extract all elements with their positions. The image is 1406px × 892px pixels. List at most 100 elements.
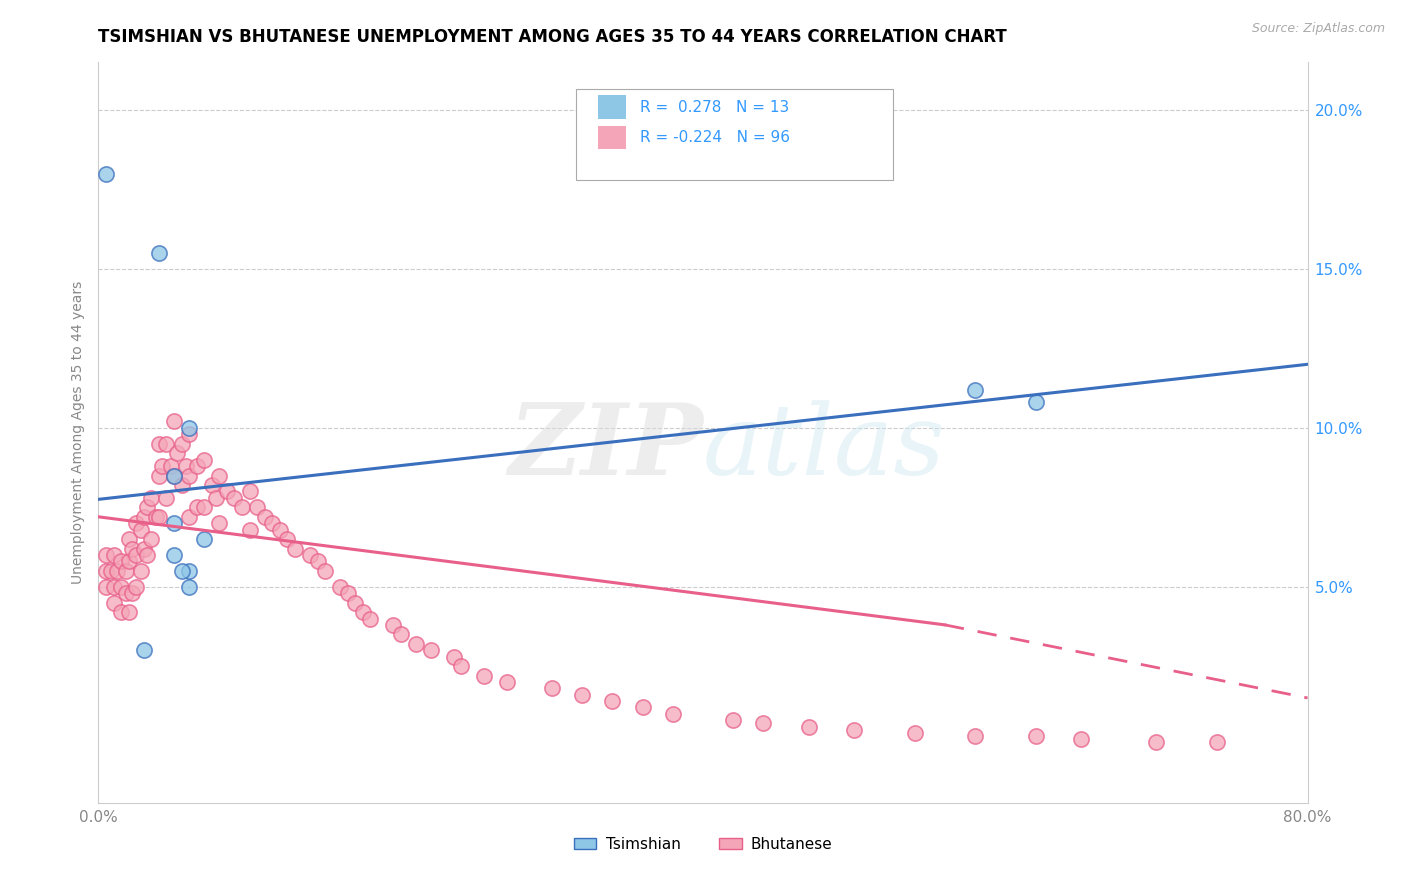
Point: [132, 541, 155, 556]
Point: [94, 580, 117, 594]
Point: [571, 688, 593, 702]
Point: [269, 523, 291, 537]
Point: [170, 564, 193, 578]
Point: [125, 580, 148, 594]
Point: [179, 468, 201, 483]
Point: [121, 586, 143, 600]
Point: [239, 523, 262, 537]
Point: [208, 516, 231, 531]
Point: [148, 436, 170, 450]
Point: [246, 500, 269, 515]
Point: [135, 500, 157, 515]
Point: [135, 548, 157, 562]
Point: [1206, 735, 1229, 749]
Point: [118, 532, 141, 546]
Point: [125, 516, 148, 531]
Point: [1070, 732, 1092, 747]
Point: [94, 548, 117, 562]
Point: [193, 532, 215, 546]
Point: [132, 643, 155, 657]
Point: [166, 446, 188, 460]
Point: [129, 523, 152, 537]
Point: [163, 468, 186, 483]
Point: [103, 580, 125, 594]
Point: [100, 564, 122, 578]
Point: [121, 541, 143, 556]
Point: [1144, 735, 1167, 749]
Point: [163, 468, 186, 483]
Y-axis label: Unemployment Among Ages 35 to 44 years: Unemployment Among Ages 35 to 44 years: [70, 281, 84, 584]
Point: [110, 580, 132, 594]
Point: [94, 167, 117, 181]
Text: TSIMSHIAN VS BHUTANESE UNEMPLOYMENT AMONG AGES 35 TO 44 YEARS CORRELATION CHART: TSIMSHIAN VS BHUTANESE UNEMPLOYMENT AMON…: [98, 28, 1007, 45]
Point: [141, 491, 163, 505]
Point: [150, 458, 173, 473]
Point: [179, 580, 201, 594]
Point: [160, 458, 183, 473]
Point: [114, 586, 136, 600]
Point: [174, 458, 197, 473]
Text: R =  0.278   N = 13: R = 0.278 N = 13: [640, 100, 789, 114]
Point: [389, 627, 412, 641]
Point: [215, 484, 238, 499]
Point: [329, 580, 352, 594]
Text: atlas: atlas: [703, 400, 945, 495]
Point: [118, 605, 141, 619]
Point: [129, 564, 152, 578]
Point: [170, 436, 193, 450]
Point: [631, 700, 654, 714]
Point: [723, 713, 745, 727]
Point: [262, 516, 284, 531]
Point: [155, 491, 177, 505]
Point: [314, 564, 336, 578]
Point: [299, 548, 322, 562]
Point: [110, 554, 132, 568]
Point: [360, 611, 382, 625]
Legend: Tsimshian, Bhutanese: Tsimshian, Bhutanese: [568, 830, 838, 858]
Point: [205, 491, 228, 505]
Point: [163, 548, 186, 562]
Point: [141, 532, 163, 546]
Point: [208, 468, 231, 483]
Point: [125, 548, 148, 562]
Point: [105, 564, 128, 578]
Point: [443, 649, 465, 664]
Point: [148, 509, 170, 524]
Point: [420, 643, 443, 657]
Point: [179, 427, 201, 442]
Point: [472, 669, 495, 683]
Text: R = -0.224   N = 96: R = -0.224 N = 96: [640, 130, 790, 145]
Point: [201, 478, 224, 492]
Point: [193, 500, 215, 515]
Point: [336, 586, 359, 600]
Point: [148, 468, 170, 483]
Point: [904, 726, 927, 740]
Point: [163, 415, 186, 429]
Point: [179, 509, 201, 524]
Point: [752, 716, 775, 731]
Point: [602, 694, 624, 708]
Point: [103, 596, 125, 610]
Point: [148, 246, 170, 260]
Point: [193, 452, 215, 467]
Point: [661, 706, 683, 721]
Point: [170, 478, 193, 492]
Point: [253, 509, 276, 524]
Point: [276, 532, 298, 546]
Point: [1024, 395, 1046, 409]
Point: [965, 729, 987, 743]
Point: [145, 509, 167, 524]
Point: [495, 675, 517, 690]
Point: [540, 681, 562, 696]
Point: [352, 605, 374, 619]
Point: [186, 500, 208, 515]
Point: [284, 541, 307, 556]
Point: [94, 564, 117, 578]
Point: [1024, 729, 1046, 743]
Point: [114, 564, 136, 578]
Point: [132, 509, 155, 524]
Point: [844, 723, 866, 737]
Point: [163, 516, 186, 531]
Point: [965, 383, 987, 397]
Point: [110, 605, 132, 619]
